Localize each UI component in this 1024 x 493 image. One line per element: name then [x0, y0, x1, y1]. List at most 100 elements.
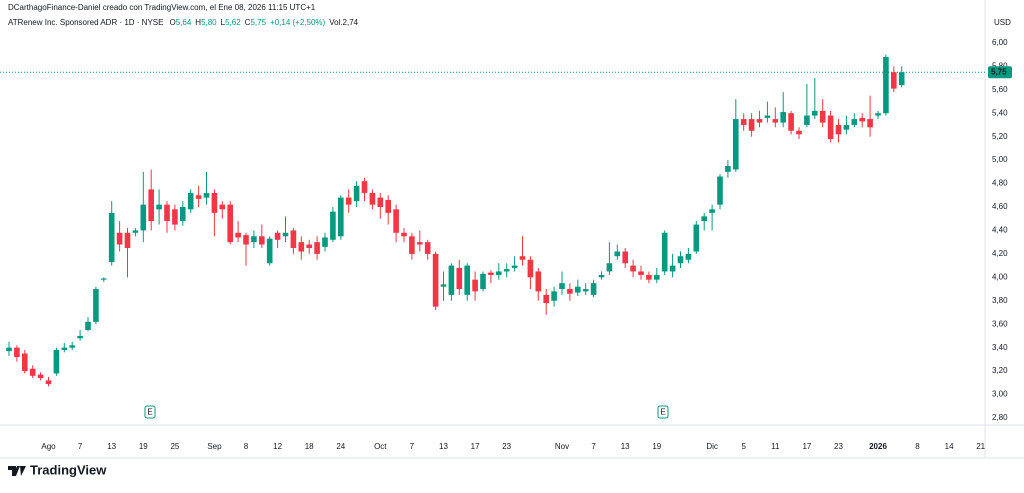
y-tick-label: 3,40 [992, 343, 1008, 352]
y-tick-label: 4,20 [992, 249, 1008, 258]
candle-body [804, 115, 810, 125]
candle-body [148, 189, 154, 222]
x-tick-label: 21 [976, 442, 985, 451]
candle-body [101, 278, 107, 280]
earnings-marker [144, 405, 156, 419]
candle-body [156, 204, 162, 210]
candle-body [14, 347, 20, 358]
x-tick-label: 11 [771, 442, 780, 451]
x-tick-label: 5 [741, 442, 746, 451]
candle-body [709, 209, 715, 213]
candle-body [314, 242, 320, 254]
candle-body [266, 238, 273, 264]
candle-body [235, 232, 241, 238]
y-tick-label: 3,80 [992, 296, 1008, 305]
candle-body [496, 271, 502, 275]
y-tick-label: 4,80 [992, 179, 1008, 188]
x-tick-label: 7 [591, 442, 596, 451]
candle-body [733, 119, 739, 170]
x-tick-label: 8 [244, 442, 249, 451]
candle-body [251, 236, 257, 243]
candle-body [875, 113, 881, 116]
candle-body [582, 289, 589, 292]
candle-body [259, 236, 265, 245]
candle-body [843, 124, 850, 130]
candle-body [669, 265, 676, 272]
candle-body [227, 204, 233, 243]
brand-logo: TradingView [8, 462, 107, 477]
candle-body [409, 236, 415, 254]
x-tick-label: 8 [915, 442, 920, 451]
y-tick-label: 3,60 [992, 319, 1008, 328]
x-tick-label: 18 [305, 442, 314, 451]
candle-body [243, 235, 249, 245]
candle-body [85, 321, 91, 331]
candle-body [819, 110, 826, 123]
candle-body [440, 284, 447, 287]
candle-body [725, 165, 731, 172]
candle-body [6, 347, 12, 352]
candle-body [567, 289, 573, 294]
candle-body [93, 289, 99, 322]
candle-body [527, 259, 534, 278]
candle-body [883, 56, 889, 114]
candle-body [796, 130, 802, 135]
x-tick-label: 19 [652, 442, 661, 451]
candle-body [851, 119, 858, 125]
y-tick-label: 5,80 [992, 61, 1008, 70]
candle-body [559, 283, 565, 290]
y-tick-label: 4,00 [992, 272, 1008, 281]
y-tick-label: 4,60 [992, 202, 1008, 211]
candle-body [187, 192, 194, 210]
candle-body [116, 232, 123, 245]
x-tick-label: 19 [139, 442, 148, 451]
candle-body [361, 181, 368, 193]
x-tick-label: Sep [207, 442, 222, 451]
legend-value: 5,62 [225, 18, 241, 27]
x-tick-label: Ago [41, 442, 56, 451]
x-tick-label: 12 [273, 442, 282, 451]
candle-body [606, 263, 613, 272]
candle-body [464, 265, 470, 295]
x-tick-label: Dic [706, 442, 718, 451]
y-tick-label: 3,00 [992, 390, 1008, 399]
candle-body [898, 72, 905, 86]
candle-body [401, 232, 407, 237]
candle-body [69, 345, 75, 348]
candle-body [638, 271, 644, 275]
y-tick-label: 5,40 [992, 108, 1008, 117]
candle-body [195, 195, 202, 199]
candle-body [353, 185, 360, 202]
earnings-marker [657, 405, 669, 419]
legend-value: 5,75 [250, 18, 266, 27]
candle-body [677, 256, 684, 264]
earnings-label: E [147, 408, 152, 417]
x-tick-label: 24 [336, 442, 345, 451]
candle-body [274, 232, 281, 240]
candle-body [812, 110, 818, 116]
candle-body [338, 197, 344, 237]
candle-body [211, 192, 218, 213]
candle-body [448, 265, 455, 295]
candle-body [164, 204, 170, 222]
candle-body [385, 199, 391, 213]
candle-body [661, 232, 668, 272]
candle-body [417, 242, 423, 245]
candle-body [22, 353, 28, 372]
candle-body [519, 256, 526, 260]
y-tick-label: 6,00 [992, 38, 1008, 47]
legend-key: C [245, 18, 251, 27]
candle-body [480, 273, 486, 290]
symbol-legend: ATRenew Inc. Sponsored ADR · 1D · NYSE O5… [8, 18, 359, 27]
candle-body [693, 224, 700, 252]
candle-body [77, 335, 83, 339]
candle-body [37, 374, 44, 379]
candle-body [764, 115, 771, 118]
candle-body [827, 115, 834, 140]
y-tick-label: 2,80 [992, 413, 1008, 422]
attribution: DCarthagoFinance-Daniel creado con Tradi… [8, 3, 316, 12]
x-tick-label: 7 [410, 442, 415, 451]
y-tick-label: 5,20 [992, 132, 1008, 141]
candle-body [511, 265, 518, 268]
